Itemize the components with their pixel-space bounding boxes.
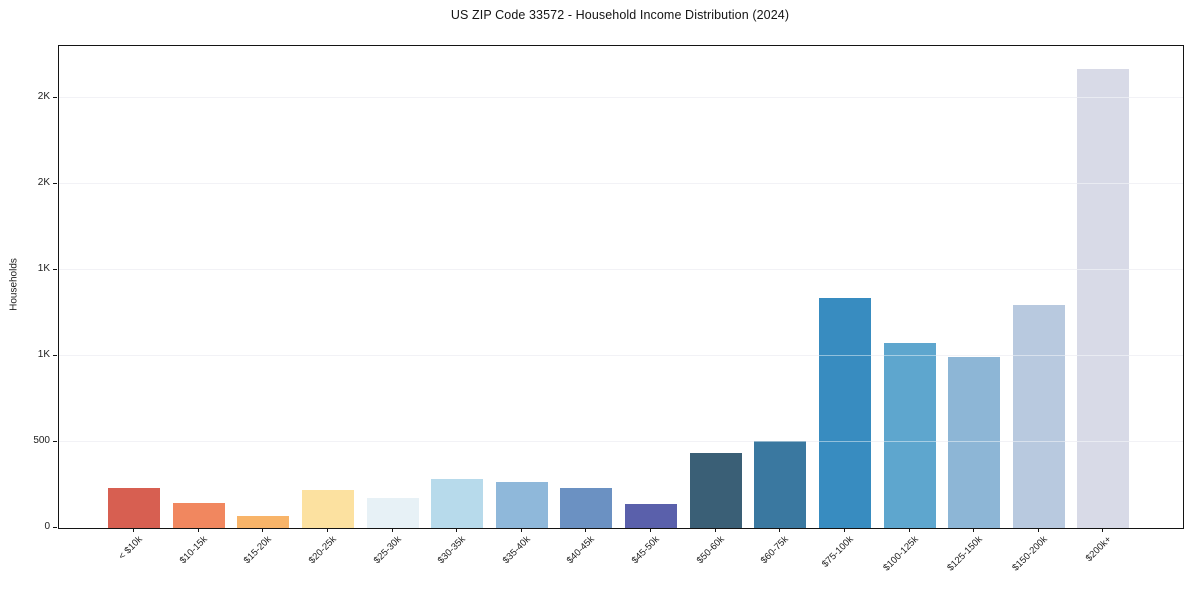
bar-45-50k — [625, 503, 678, 528]
y-tick-label: 2K — [37, 176, 50, 188]
gridline — [59, 97, 1183, 99]
x-tick — [262, 528, 264, 532]
x-tick — [197, 528, 199, 532]
bar-40-45k — [560, 488, 613, 528]
bar-35-40k — [495, 481, 548, 528]
gridline — [59, 269, 1183, 271]
bar-20-25k — [301, 490, 354, 528]
x-tick — [908, 528, 910, 532]
bar-75-100k — [818, 298, 871, 528]
y-tick-label: 0 — [44, 521, 50, 532]
y-tick-label: 500 — [33, 434, 50, 446]
x-tick — [973, 528, 975, 532]
x-tick — [133, 528, 134, 532]
x-tick — [714, 528, 716, 532]
x-tick — [1037, 528, 1039, 532]
y-tick — [53, 440, 57, 442]
bar-25-30k — [366, 498, 419, 528]
y-tick — [53, 268, 57, 270]
y-tick-label: 1K — [37, 262, 50, 274]
y-axis-label: Households — [8, 258, 20, 311]
bar-150-200k — [1012, 305, 1065, 528]
bar-125-150k — [948, 357, 1001, 528]
y-tick — [53, 527, 57, 528]
x-tick-label: < $10k — [116, 534, 145, 563]
gridline-overlay — [59, 355, 1183, 357]
gridline-overlay — [59, 183, 1183, 185]
gridline-overlay — [59, 269, 1183, 271]
y-tick — [53, 96, 57, 98]
bar-10k — [108, 487, 160, 528]
bar-200k — [1077, 69, 1130, 528]
bar-30-35k — [431, 478, 484, 528]
plot-area — [58, 45, 1184, 529]
x-tick — [650, 528, 652, 532]
y-tick — [53, 182, 57, 184]
x-tick — [520, 528, 522, 532]
chart-title: US ZIP Code 33572 - Household Income Dis… — [450, 8, 790, 22]
y-tick-label: 1K — [37, 348, 50, 360]
gridline-overlay — [59, 441, 1183, 443]
gridline-overlay — [59, 97, 1183, 99]
bar-10-15k — [172, 503, 225, 528]
x-tick — [1102, 528, 1104, 532]
x-tick — [391, 528, 393, 532]
bar-100-125k — [883, 343, 936, 528]
y-tick-label: 2K — [37, 90, 50, 102]
x-tick — [843, 528, 845, 532]
x-tick — [456, 528, 458, 532]
gridline — [59, 355, 1183, 357]
gridline — [59, 183, 1183, 185]
bar-60-75k — [754, 441, 807, 528]
x-tick — [326, 528, 328, 532]
y-tick — [53, 354, 57, 356]
gridline — [59, 441, 1183, 443]
bar-15-20k — [237, 515, 290, 528]
bar-50-60k — [689, 453, 742, 528]
x-tick — [585, 528, 587, 532]
x-tick — [779, 528, 781, 532]
